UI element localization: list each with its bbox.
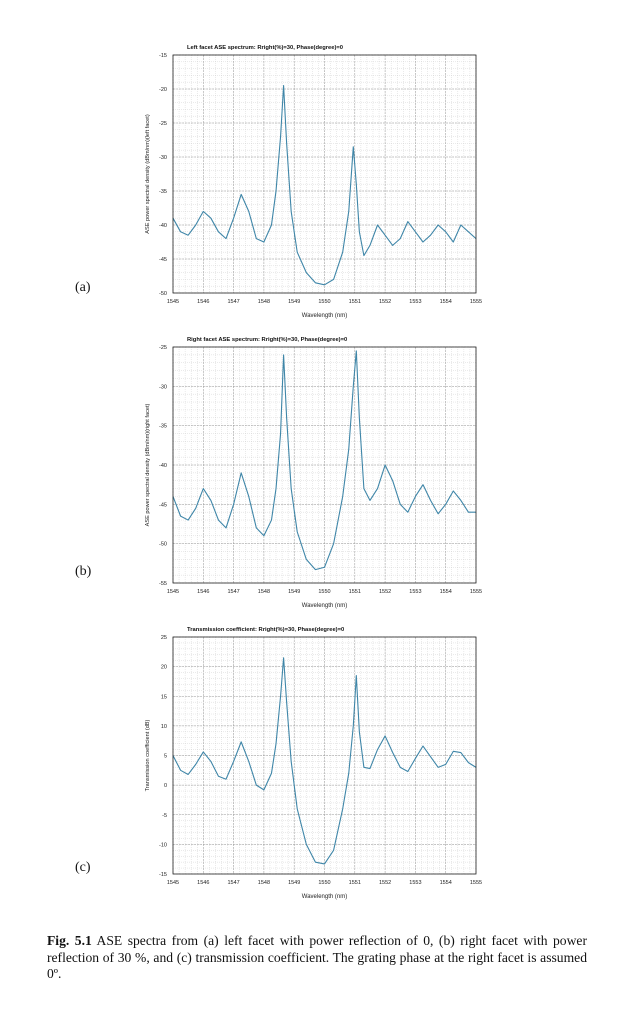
x-tick-label: 1545 — [167, 299, 179, 305]
y-tick-label: -10 — [159, 842, 167, 848]
x-tick-label: 1553 — [409, 880, 421, 886]
axes-frame-a — [172, 54, 477, 294]
x-tick-label: 1555 — [470, 880, 482, 886]
x-axis-label-a: Wavelength (nm) — [302, 313, 347, 319]
y-tick-label: -30 — [159, 155, 167, 161]
x-tick-label: 1546 — [197, 880, 209, 886]
x-tick-label: 1555 — [470, 589, 482, 595]
x-tick-label: 1550 — [318, 589, 330, 595]
y-tick-label: -15 — [159, 53, 167, 59]
x-tick-label: 1547 — [227, 589, 239, 595]
x-tick-label: 1554 — [440, 299, 452, 305]
x-tick-label: 1552 — [379, 589, 391, 595]
series-line-b — [172, 350, 476, 571]
x-tick-label: 1551 — [349, 589, 361, 595]
series-line-c — [172, 657, 477, 865]
y-axis-label-c: Transmission coefficient (dB) — [145, 719, 151, 791]
y-tick-label: -35 — [159, 424, 167, 430]
y-tick-label: 5 — [164, 754, 167, 760]
x-tick-label: 1552 — [379, 880, 391, 886]
chart-panel-b: 1545 1546 1547 1548 1549 1550 1551 1552 1553 1554… — [145, 337, 482, 609]
y-tick-label: -35 — [159, 189, 167, 195]
x-axis-label-b: Wavelength (nm) — [302, 603, 347, 609]
panel-label-a: (a) — [75, 280, 91, 295]
chart-title-b: Right facet ASE spectrum: Rright(%)=30, … — [187, 337, 347, 343]
x-tick-label: 1546 — [197, 589, 209, 595]
y-tick-label: -40 — [159, 463, 167, 469]
x-tick-label: 1545 — [167, 589, 179, 595]
y-tick-label: -20 — [159, 87, 167, 93]
y-tick-label: -25 — [159, 345, 167, 351]
x-tick-label: 1551 — [349, 880, 361, 886]
x-tick-label: 1554 — [440, 589, 452, 595]
y-tick-label: -40 — [159, 223, 167, 229]
x-tick-label: 1555 — [470, 299, 482, 305]
x-tick-label: 1550 — [318, 299, 330, 305]
x-tick-label: 1546 — [197, 299, 209, 305]
y-axis-label-b: ASE power spectral density (dBm/nm)(righ… — [145, 403, 151, 526]
x-tick-label: 1549 — [288, 589, 300, 595]
y-tick-label: 25 — [161, 635, 167, 641]
x-tick-label: 1550 — [318, 880, 330, 886]
x-tick-label: 1549 — [288, 299, 300, 305]
x-tick-label: 1547 — [227, 299, 239, 305]
x-tick-label: 1548 — [258, 299, 270, 305]
y-tick-label: -30 — [159, 384, 167, 390]
x-tick-label: 1552 — [379, 299, 391, 305]
x-tick-label: 1547 — [227, 880, 239, 886]
y-tick-label: -50 — [159, 542, 167, 548]
figure-caption-text: ASE spectra from (a) left facet with pow… — [47, 933, 587, 981]
y-tick-label: -15 — [159, 872, 167, 878]
y-tick-label: -55 — [159, 581, 167, 587]
panel-label-c: (c) — [75, 860, 91, 875]
y-tick-label: -50 — [159, 291, 167, 297]
y-axis-label-a: ASE power spectral density (dBm/nm)(left… — [145, 114, 151, 234]
axes-frame-b — [172, 346, 477, 584]
x-tick-label: 1554 — [440, 880, 452, 886]
chart-panel-a: 1545 1546 1547 1548 1549 1550 1551 1552 1553 1554… — [145, 45, 482, 319]
x-tick-label: 1548 — [258, 589, 270, 595]
figure-caption-label: Fig. 5.1 — [47, 933, 92, 948]
chart-title-a: Left facet ASE spectrum: Rright(%)=30, P… — [187, 45, 343, 51]
panel-label-b: (b) — [75, 564, 92, 579]
series-line-a — [172, 85, 477, 286]
x-tick-label: 1549 — [288, 880, 300, 886]
x-tick-label: 1551 — [349, 299, 361, 305]
y-tick-label: -45 — [159, 257, 167, 263]
chart-title-c: Transmission coefficient: Rright(%)=30, … — [187, 627, 344, 633]
x-tick-label: 1548 — [258, 880, 270, 886]
x-tick-label: 1545 — [167, 880, 179, 886]
x-axis-label-c: Wavelength (nm) — [302, 894, 347, 900]
y-tick-label: -25 — [159, 121, 167, 127]
chart-panel-c: 1545 1546 1547 1548 1549 1550 1551 1552 1553 1554… — [145, 627, 482, 900]
x-tick-label: 1553 — [409, 589, 421, 595]
axes-frame-c — [172, 636, 477, 875]
y-tick-label: 20 — [161, 665, 167, 671]
y-tick-label: 10 — [161, 724, 167, 730]
y-tick-label: 0 — [164, 783, 167, 789]
x-tick-label: 1553 — [409, 299, 421, 305]
y-tick-label: -45 — [159, 502, 167, 508]
y-tick-label: -5 — [162, 813, 167, 819]
figure-caption: Fig. 5.1 ASE spectra from (a) left facet… — [47, 933, 587, 983]
y-tick-label: 15 — [161, 694, 167, 700]
